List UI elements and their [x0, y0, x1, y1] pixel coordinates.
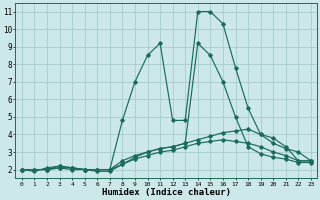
- X-axis label: Humidex (Indice chaleur): Humidex (Indice chaleur): [102, 188, 231, 197]
